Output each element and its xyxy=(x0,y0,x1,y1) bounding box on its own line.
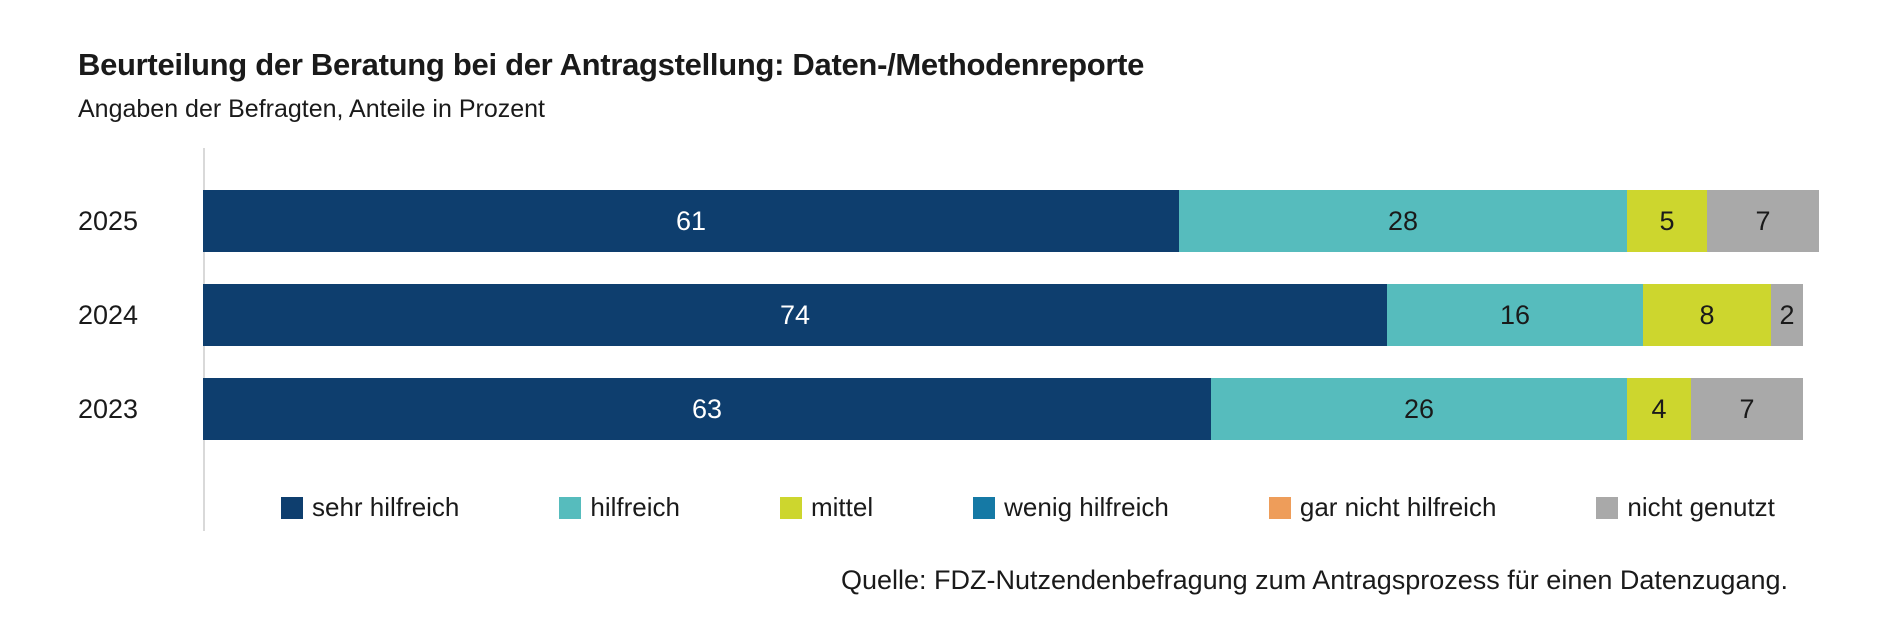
stacked-bar: 74 16 8 2 xyxy=(203,284,1803,346)
page-subtitle: Angaben der Befragten, Anteile in Prozen… xyxy=(78,95,545,123)
legend-item-wenig-hilfreich: wenig hilfreich xyxy=(973,492,1169,523)
category-label: 2024 xyxy=(78,299,139,330)
legend-swatch-sehr-hilfreich xyxy=(281,496,303,519)
bar-value-label: 2 xyxy=(1779,299,1795,330)
bar-segment-hilfreich: 26 xyxy=(1211,378,1627,440)
legend-label: wenig hilfreich xyxy=(1004,492,1169,522)
bar-segment-nicht-genutzt: 7 xyxy=(1707,190,1819,252)
bar-value-label: 74 xyxy=(779,299,811,330)
bar-value-label: 7 xyxy=(1755,205,1771,236)
bar-value-label: 28 xyxy=(1387,205,1419,236)
stacked-bar: 61 28 5 7 xyxy=(203,190,1819,252)
legend-swatch-mittel xyxy=(780,496,802,519)
bar-segment-sehr-hilfreich: 63 xyxy=(203,378,1211,440)
bar-segment-nicht-genutzt: 7 xyxy=(1691,378,1803,440)
bar-value-label: 63 xyxy=(691,393,723,424)
legend-item-mittel: mittel xyxy=(780,492,873,523)
bar-value-label: 61 xyxy=(675,205,707,236)
bar-segment-nicht-genutzt: 2 xyxy=(1771,284,1803,346)
legend-label: nicht genutzt xyxy=(1627,492,1775,522)
legend-label: hilfreich xyxy=(590,492,680,522)
legend-label: gar nicht hilfreich xyxy=(1299,492,1497,522)
legend-item-nicht-genutzt: nicht genutzt xyxy=(1596,492,1775,523)
bar-segment-hilfreich: 16 xyxy=(1387,284,1643,346)
category-label: 2025 xyxy=(78,205,139,236)
source-note: Quelle: FDZ-Nutzendenbefragung zum Antra… xyxy=(840,565,1788,595)
bar-segment-sehr-hilfreich: 61 xyxy=(203,190,1179,252)
bar-segment-hilfreich: 28 xyxy=(1179,190,1627,252)
bar-segment-mittel: 5 xyxy=(1627,190,1707,252)
bar-segment-mittel: 8 xyxy=(1643,284,1771,346)
bar-value-label: 4 xyxy=(1651,393,1667,424)
legend-swatch-gar-nicht-hilfreich xyxy=(1268,496,1291,519)
page-title: Beurteilung der Beratung bei der Antrags… xyxy=(78,47,1145,82)
bar-row: 2024 74 16 8 2 xyxy=(78,284,1900,346)
bar-value-label: 26 xyxy=(1403,393,1435,424)
chart-header: Beurteilung der Beratung bei der Antrags… xyxy=(0,0,1900,124)
legend-swatch-nicht-genutzt xyxy=(1596,496,1619,519)
bar-segment-mittel: 4 xyxy=(1627,378,1691,440)
bar-row: 2023 63 26 4 7 xyxy=(78,378,1900,440)
stacked-bar: 63 26 4 7 xyxy=(203,378,1803,440)
legend: sehr hilfreich hilfreich mittel wenig hilfr… xyxy=(281,492,1900,523)
bar-value-label: 7 xyxy=(1739,393,1755,424)
category-label: 2023 xyxy=(78,393,139,424)
legend-item-sehr-hilfreich: sehr hilfreich xyxy=(281,492,459,523)
legend-item-gar-nicht-hilfreich: gar nicht hilfreich xyxy=(1268,492,1497,523)
bar-value-label: 16 xyxy=(1499,299,1531,330)
legend-swatch-hilfreich xyxy=(559,496,582,519)
bar-segment-sehr-hilfreich: 74 xyxy=(203,284,1387,346)
legend-item-hilfreich: hilfreich xyxy=(559,492,680,523)
bar-rows: 2025 61 28 5 7 2024 74 16 8 2 2023 63 26 4 7 xyxy=(78,190,1900,440)
bar-value-label: 8 xyxy=(1699,299,1715,330)
bar-row: 2025 61 28 5 7 xyxy=(78,190,1900,252)
stacked-bar-chart: 2025 61 28 5 7 2024 74 16 8 2 2023 63 26 4 7 sehr hilf… xyxy=(78,148,1900,531)
legend-swatch-wenig-hilfreich xyxy=(973,496,996,519)
legend-label: mittel xyxy=(811,492,874,522)
bar-value-label: 5 xyxy=(1659,205,1675,236)
legend-label: sehr hilfreich xyxy=(312,492,460,522)
